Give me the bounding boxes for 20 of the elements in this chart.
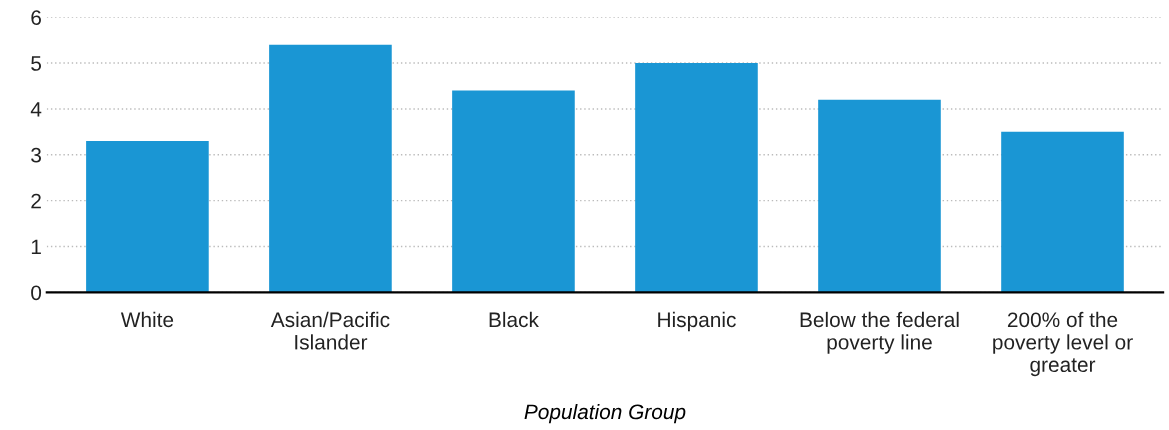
bar <box>818 99 941 293</box>
bar <box>1001 131 1124 293</box>
y-tick-label: 1 <box>31 239 41 255</box>
y-tick-label: 6 <box>31 10 41 25</box>
bar <box>452 90 575 293</box>
y-tick-label: 3 <box>31 147 41 163</box>
y-tick-label: 0 <box>31 285 42 301</box>
x-tick-label: White <box>120 311 174 328</box>
y-tick-label: 5 <box>31 56 42 71</box>
x-tick-label: 200% of the poverty level or greater <box>993 311 1133 377</box>
bar <box>86 141 209 293</box>
bar <box>635 63 758 293</box>
x-tick-label: Hispanic <box>658 311 736 332</box>
y-tick-label: 2 <box>31 193 41 209</box>
x-tick-label: Asian/Pacific Islander <box>270 311 390 350</box>
bar <box>269 44 392 293</box>
x-tick-label: Black <box>489 311 539 328</box>
y-tick-label: 4 <box>30 102 42 117</box>
x-axis-title: Population Group <box>524 403 686 424</box>
x-tick-label: Below the federal poverty line <box>800 311 959 354</box>
